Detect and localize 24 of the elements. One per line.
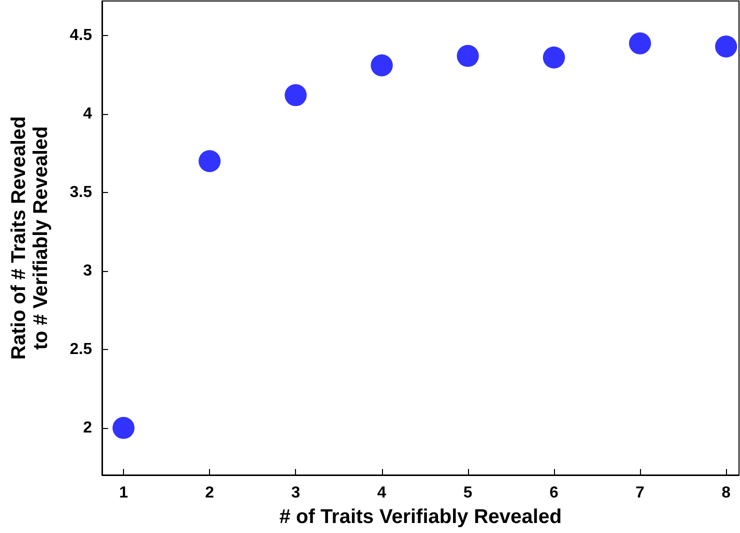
point — [284, 84, 307, 106]
y-tick-label: 2 — [83, 419, 92, 436]
y-tick-label: 4.5 — [70, 27, 92, 44]
point — [198, 150, 221, 172]
x-tick-label: 1 — [119, 484, 128, 502]
x-tick-label: 8 — [722, 484, 731, 502]
point — [456, 44, 479, 67]
y-tick-label: 3.5 — [70, 184, 92, 201]
x-tick-label: 7 — [636, 484, 645, 502]
y-tick-label: 4 — [83, 106, 92, 123]
y-tick-label: 3 — [83, 262, 92, 280]
point — [542, 46, 565, 68]
x-tick-label: 3 — [291, 484, 300, 502]
y-axis-title: Ratio of # Traits Revealed to # Verifiably Revealed — [8, 116, 52, 360]
point — [715, 36, 738, 58]
x-tick-label: 4 — [377, 484, 386, 502]
x-tick-label: 5 — [463, 484, 472, 502]
x-axis-title: # of Traits Verifiably Revealed — [279, 506, 562, 528]
y-tick-label: 2.5 — [70, 340, 92, 358]
x-tick-label: 6 — [549, 484, 558, 502]
point — [370, 54, 393, 76]
x-tick-label: 2 — [205, 484, 214, 502]
point — [629, 32, 652, 54]
point — [112, 416, 135, 439]
